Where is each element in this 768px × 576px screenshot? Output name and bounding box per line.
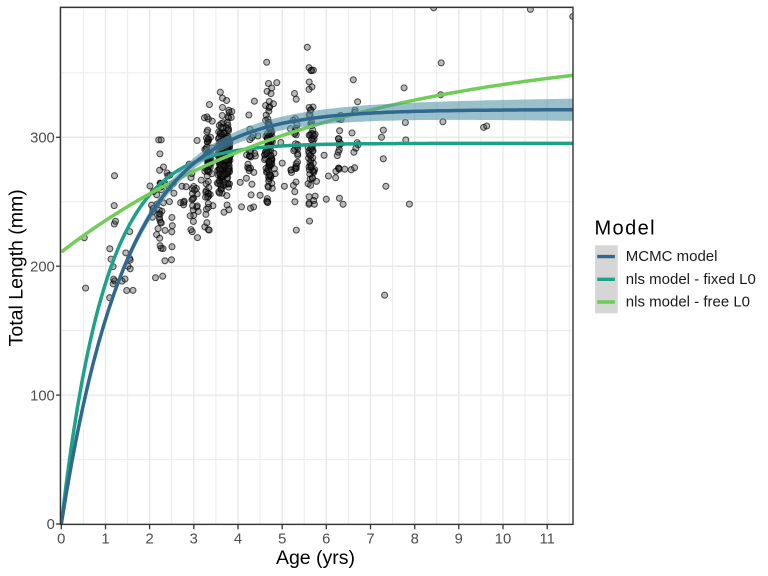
- svg-text:nls model - fixed L0: nls model - fixed L0: [626, 271, 756, 288]
- svg-text:1: 1: [101, 532, 109, 548]
- svg-text:MCMC model: MCMC model: [626, 248, 718, 265]
- svg-text:4: 4: [234, 532, 242, 548]
- svg-text:8: 8: [411, 532, 419, 548]
- svg-text:7: 7: [366, 532, 374, 548]
- svg-text:11: 11: [540, 532, 555, 548]
- svg-text:nls model - free L0: nls model - free L0: [626, 294, 750, 311]
- svg-text:300: 300: [30, 131, 55, 147]
- svg-text:0: 0: [57, 532, 65, 548]
- svg-text:5: 5: [278, 532, 286, 548]
- svg-text:6: 6: [322, 532, 330, 548]
- svg-text:Total Length (mm): Total Length (mm): [5, 189, 27, 346]
- svg-text:10: 10: [495, 532, 511, 548]
- svg-text:Model: Model: [595, 218, 656, 240]
- svg-text:3: 3: [190, 532, 198, 548]
- svg-text:9: 9: [455, 532, 463, 548]
- svg-text:0: 0: [47, 517, 55, 533]
- svg-text:200: 200: [30, 259, 55, 275]
- svg-text:100: 100: [30, 388, 55, 404]
- svg-text:2: 2: [145, 532, 153, 548]
- svg-text:Age (yrs): Age (yrs): [276, 547, 355, 569]
